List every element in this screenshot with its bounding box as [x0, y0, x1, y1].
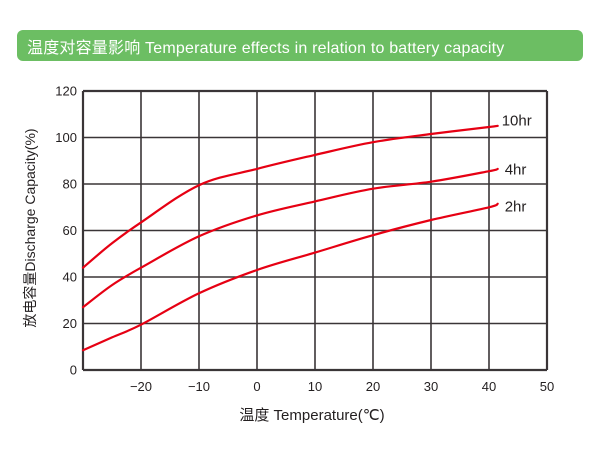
x-tick-label: 0 [253, 379, 260, 394]
x-tick-label: 20 [366, 379, 380, 394]
series-label-10hr: 10hr [502, 112, 532, 129]
series-label-4hr: 4hr [505, 161, 527, 178]
x-tick-label: −20 [130, 379, 152, 394]
x-tick-label: 30 [424, 379, 438, 394]
x-tick-label: 10 [308, 379, 322, 394]
y-tick-label: 20 [63, 316, 77, 331]
y-tick-label: 120 [55, 84, 77, 99]
x-tick-label: 40 [482, 379, 496, 394]
series-curve-10hr [81, 124, 499, 269]
y-axis-title: 放电容量Discharge Capacity(%) [22, 128, 38, 328]
y-tick-label: 60 [63, 223, 77, 238]
y-tick-label: 100 [55, 130, 77, 145]
x-axis-title: 温度 Temperature(℃) [239, 407, 385, 424]
series-curve-2hr [81, 202, 499, 352]
series-label-2hr: 2hr [505, 198, 527, 215]
series-curve-4hr [81, 167, 499, 309]
title-banner: 温度对容量影响 Temperature effects in relation … [17, 30, 583, 61]
x-tick-label: −10 [188, 379, 210, 394]
y-tick-label: 0 [70, 363, 77, 378]
y-tick-label: 40 [63, 270, 77, 285]
y-tick-label: 80 [63, 177, 77, 192]
title-banner-text: 温度对容量影响 Temperature effects in relation … [27, 39, 505, 57]
x-tick-label: 50 [540, 379, 554, 394]
